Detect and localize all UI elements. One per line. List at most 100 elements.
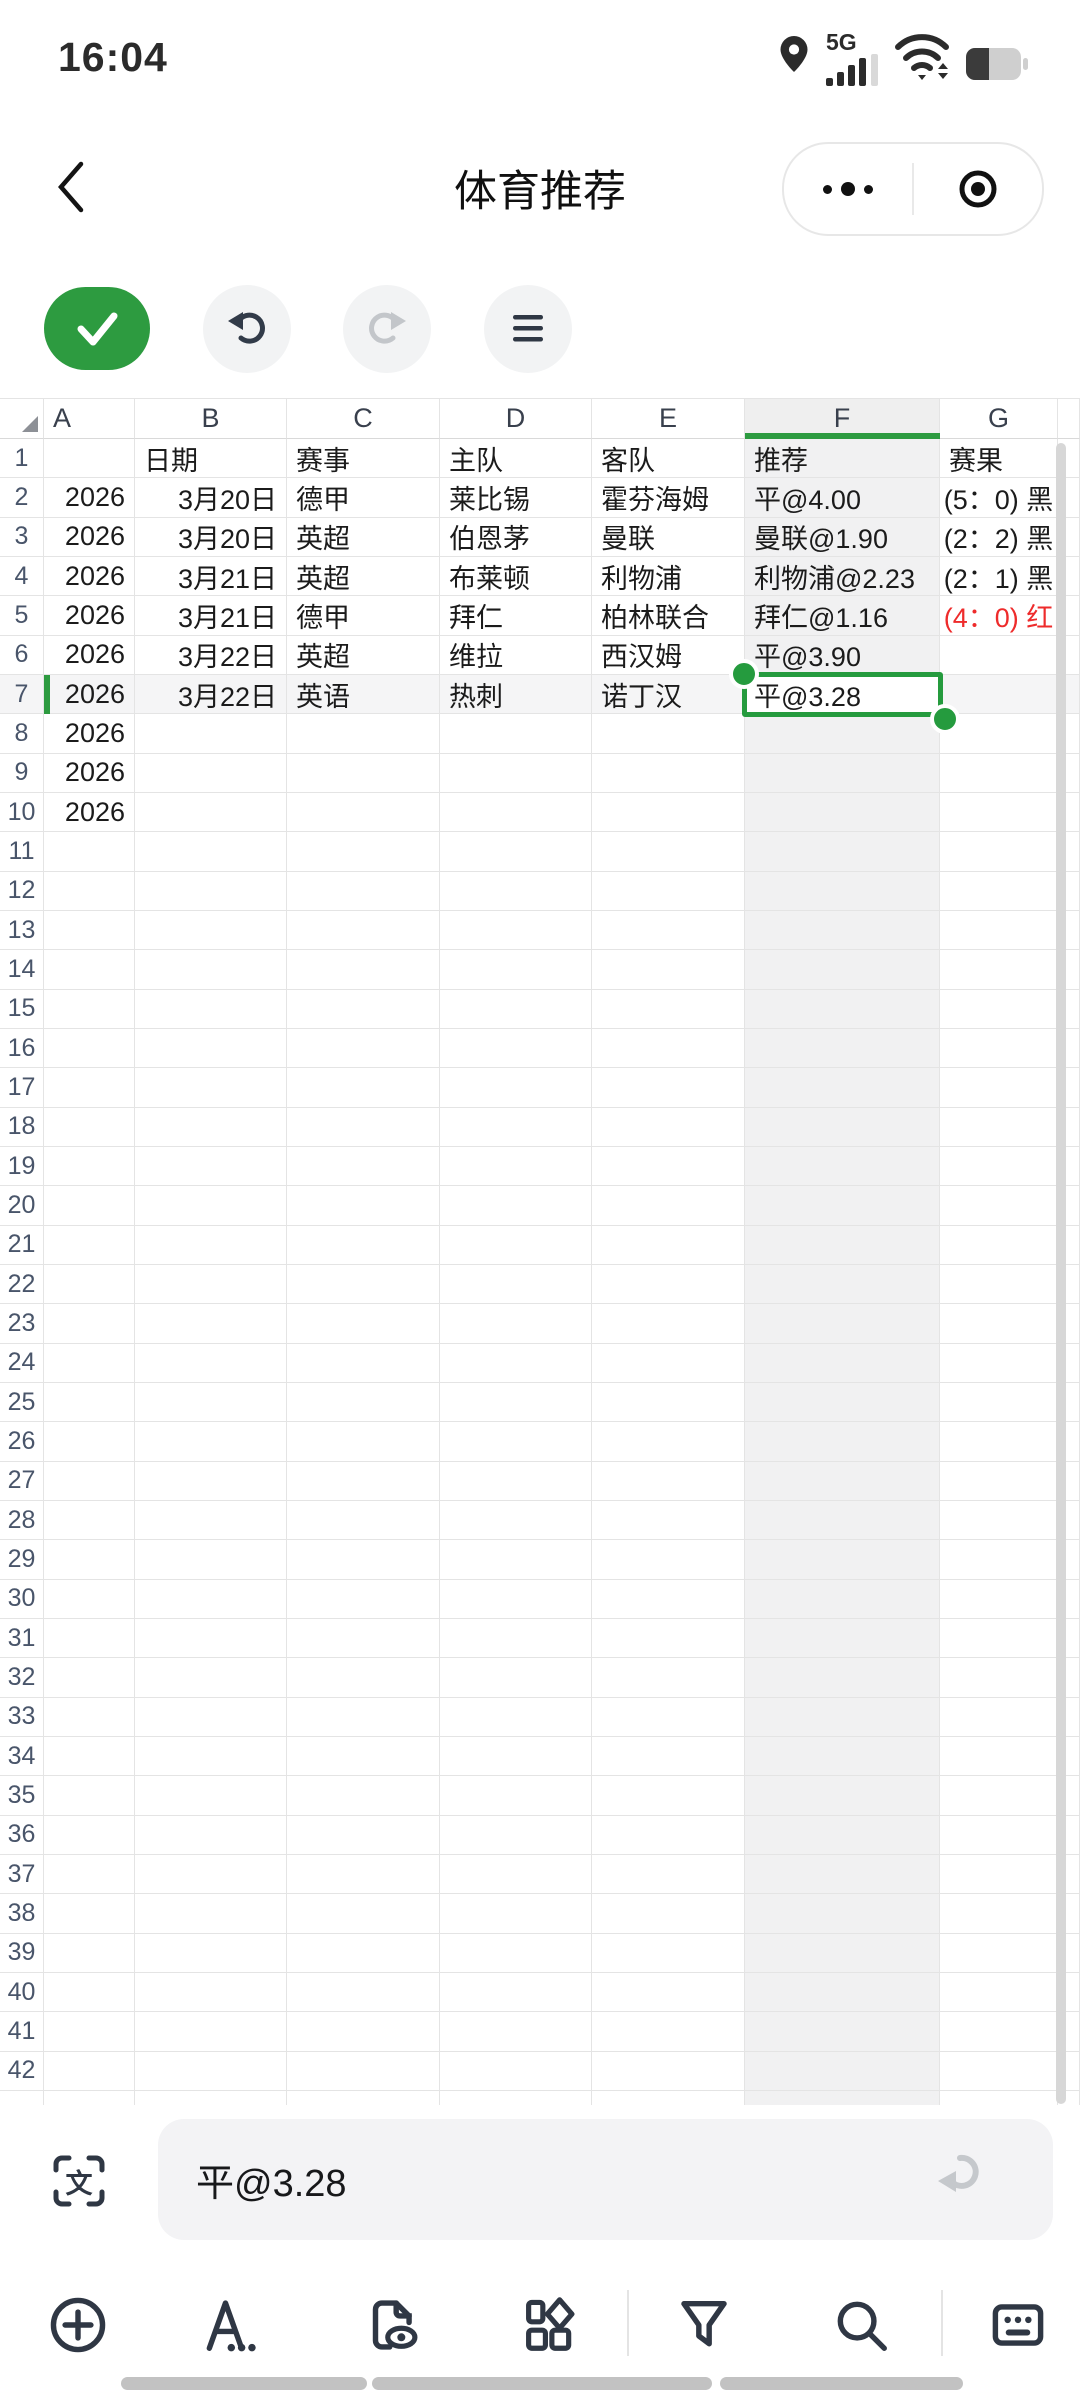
sheet-tab-bar[interactable] [121,2377,367,2390]
cell-G27[interactable] [940,1461,1058,1501]
cell-F28[interactable] [745,1500,940,1541]
cell-E6[interactable]: 西汉姆 [592,635,745,675]
cell-A31[interactable] [44,1618,135,1659]
cell-G26[interactable] [940,1422,1058,1462]
cell-D28[interactable] [440,1500,592,1541]
cell-D33[interactable] [440,1697,592,1737]
cell-E12[interactable] [592,871,745,911]
cell-G40[interactable] [940,1972,1058,2013]
cell-E9[interactable] [592,753,745,793]
cell-F22[interactable] [745,1264,940,1305]
cell-G15[interactable] [940,989,1058,1029]
cell-D31[interactable] [440,1618,592,1659]
cell-E38[interactable] [592,1894,745,1934]
row-header-36[interactable]: 36 [0,1815,44,1855]
more-button[interactable] [784,144,912,234]
cell-G28[interactable] [940,1500,1058,1541]
cell-G16[interactable] [940,1028,1058,1069]
column-header-A[interactable]: A [44,399,135,439]
cell-C41[interactable] [287,2012,440,2052]
cell-G39[interactable] [940,1933,1058,1973]
cell-G25[interactable] [940,1382,1058,1423]
cell-A5[interactable]: 2026 [44,596,135,636]
cell-C23[interactable] [287,1304,440,1344]
row-header-23[interactable]: 23 [0,1304,44,1344]
row-header-25[interactable]: 25 [0,1382,44,1423]
cell-B38[interactable] [135,1894,287,1934]
cell-B23[interactable] [135,1304,287,1344]
cell-C27[interactable] [287,1461,440,1501]
cell-C30[interactable] [287,1579,440,1619]
cell-F38[interactable] [745,1894,940,1934]
cell-F2[interactable]: 平@4.00 [745,478,940,518]
cell-E30[interactable] [592,1579,745,1619]
cell-B1[interactable]: 日期 [135,439,287,479]
row-header-22[interactable]: 22 [0,1264,44,1305]
cell-G20[interactable] [940,1186,1058,1226]
cell-C19[interactable] [287,1146,440,1187]
filter-button[interactable] [670,2291,738,2359]
cell-B30[interactable] [135,1579,287,1619]
cell-C35[interactable] [287,1776,440,1816]
cell-G23[interactable] [940,1304,1058,1344]
cell-C43[interactable] [287,2090,440,2106]
cell-A16[interactable] [44,1028,135,1069]
cell-F41[interactable] [745,2012,940,2052]
cell-G21[interactable] [940,1225,1058,1265]
search-button[interactable] [827,2291,895,2359]
cell-G34[interactable] [940,1736,1058,1777]
cell-F10[interactable] [745,792,940,833]
cell-D36[interactable] [440,1815,592,1855]
cell-E27[interactable] [592,1461,745,1501]
cell-F34[interactable] [745,1736,940,1777]
cell-C40[interactable] [287,1972,440,2013]
cell-E34[interactable] [592,1736,745,1777]
cell-C1[interactable]: 赛事 [287,439,440,479]
cell-A2[interactable]: 2026 [44,478,135,518]
cell-C32[interactable] [287,1658,440,1698]
row-header-24[interactable]: 24 [0,1343,44,1383]
cell-F43[interactable] [745,2090,940,2106]
cell-B41[interactable] [135,2012,287,2052]
keyboard-button[interactable] [984,2291,1052,2359]
column-header-G[interactable]: G [940,399,1058,439]
cell-B37[interactable] [135,1854,287,1895]
cell-B40[interactable] [135,1972,287,2013]
cell-E25[interactable] [592,1382,745,1423]
cell-C5[interactable]: 德甲 [287,596,440,636]
cell-C7[interactable]: 英语 [287,674,440,715]
row-header-3[interactable]: 3 [0,517,44,557]
sheet-tab-bar[interactable] [372,2377,712,2390]
cell-A34[interactable] [44,1736,135,1777]
cell-F33[interactable] [745,1697,940,1737]
cell-F19[interactable] [745,1146,940,1187]
cell-B18[interactable] [135,1107,287,1147]
cell-F3[interactable]: 曼联@1.90 [745,517,940,557]
close-button[interactable] [914,144,1042,234]
cell-C25[interactable] [287,1382,440,1423]
cell-G19[interactable] [940,1146,1058,1187]
cell-B4[interactable]: 3月21日 [135,556,287,597]
row-header-37[interactable]: 37 [0,1854,44,1895]
cell-A35[interactable] [44,1776,135,1816]
cell-E29[interactable] [592,1540,745,1580]
row-header-35[interactable]: 35 [0,1776,44,1816]
row-header-15[interactable]: 15 [0,989,44,1029]
cell-E22[interactable] [592,1264,745,1305]
cell-D38[interactable] [440,1894,592,1934]
cell-G17[interactable] [940,1068,1058,1108]
row-header-10[interactable]: 10 [0,792,44,833]
cell-D14[interactable] [440,950,592,990]
cell-D34[interactable] [440,1736,592,1777]
undo-button[interactable] [203,285,291,373]
cell-F40[interactable] [745,1972,940,2013]
cell-E4[interactable]: 利物浦 [592,556,745,597]
cell-C20[interactable] [287,1186,440,1226]
cell-E14[interactable] [592,950,745,990]
cell-C36[interactable] [287,1815,440,1855]
cell-D7[interactable]: 热刺 [440,674,592,715]
cell-E36[interactable] [592,1815,745,1855]
cell-C8[interactable] [287,714,440,754]
cell-F18[interactable] [745,1107,940,1147]
cell-B22[interactable] [135,1264,287,1305]
